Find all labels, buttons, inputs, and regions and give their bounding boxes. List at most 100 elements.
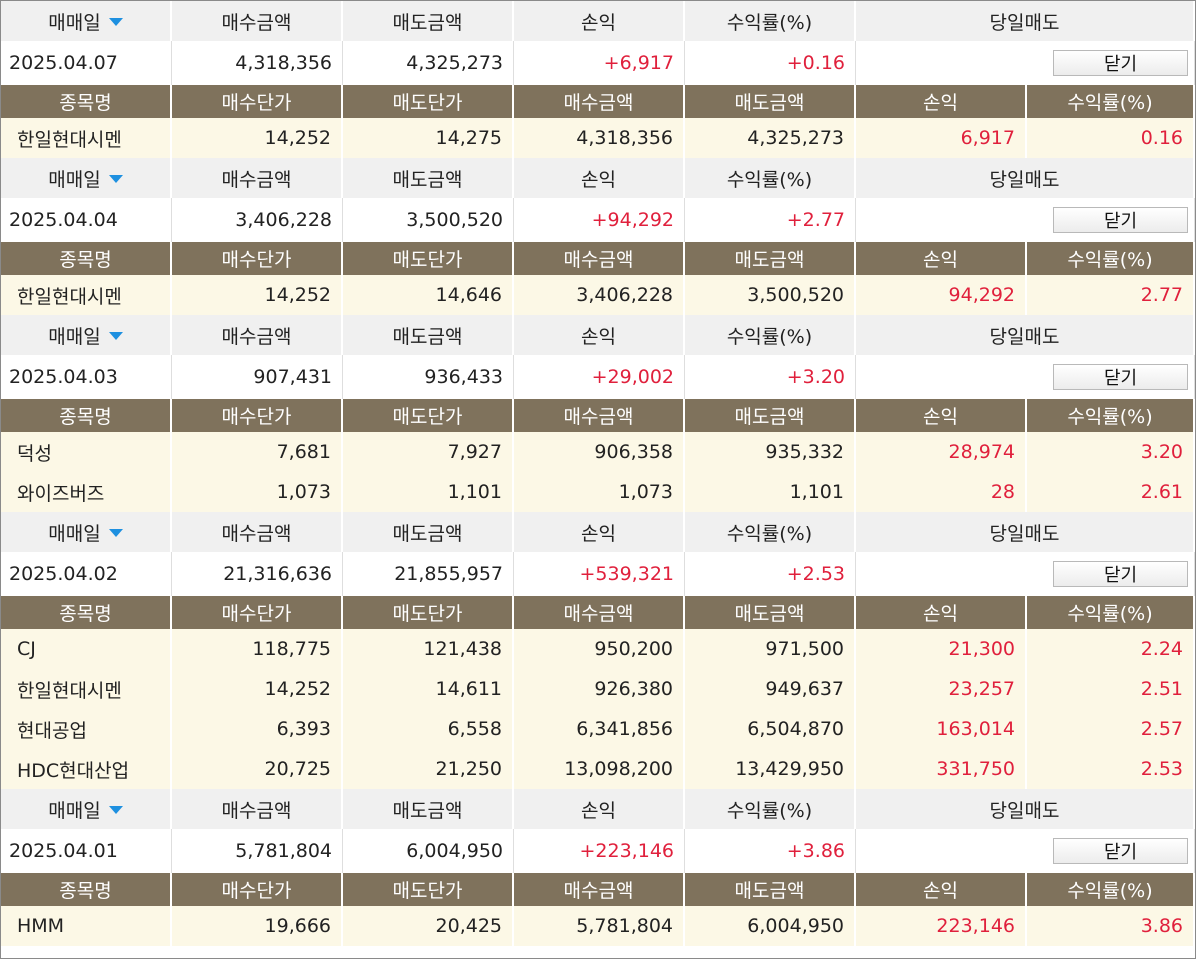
sell-price-col-header: 매도단가 xyxy=(343,242,514,275)
table-row[interactable]: 한일현대시멘 14,252 14,611 926,380 949,637 23,257 2.… xyxy=(1,669,1195,710)
table-row[interactable]: HDC현대산업 20,725 21,250 13,098,200 13,429,950 3… xyxy=(1,749,1195,790)
table-row[interactable]: 한일현대시멘 14,252 14,646 3,406,228 3,500,520 94,2… xyxy=(1,275,1195,316)
close-button-cell: 닫기 xyxy=(856,552,1195,596)
pnl: 6,917 xyxy=(856,118,1027,158)
stock-name: HDC현대산업 xyxy=(1,749,172,789)
sort-down-icon xyxy=(108,332,123,340)
pnl-header: 손익 xyxy=(514,158,685,198)
sell-price: 14,646 xyxy=(343,275,514,315)
sort-down-icon xyxy=(108,175,123,183)
close-button[interactable]: 닫기 xyxy=(1053,561,1188,587)
total-return: +2.53 xyxy=(685,552,856,596)
detail-header-row: 종목명 매수단가 매도단가 매수금액 매도금액 손익 수익률(%) xyxy=(1,399,1195,432)
buy-amount: 13,098,200 xyxy=(514,749,685,789)
pnl-col-header: 손익 xyxy=(856,399,1027,432)
return-col-header: 수익률(%) xyxy=(1027,596,1195,629)
sort-down-icon xyxy=(108,806,123,814)
table-row[interactable]: 한일현대시멘 14,252 14,275 4,318,356 4,325,273 6,91… xyxy=(1,118,1195,159)
close-button[interactable]: 닫기 xyxy=(1053,838,1188,864)
buy-amount: 5,781,804 xyxy=(514,906,685,946)
sell-amount-col-header: 매도금액 xyxy=(685,399,856,432)
buy-price: 20,725 xyxy=(172,749,343,789)
date-sort-header[interactable]: 매매일 xyxy=(1,789,172,829)
sell-amount: 1,101 xyxy=(685,472,856,512)
table-row[interactable]: 덕성 7,681 7,927 906,358 935,332 28,974 3.20 xyxy=(1,432,1195,473)
sell-amount-col-header: 매도금액 xyxy=(685,596,856,629)
stock-name: 덕성 xyxy=(1,432,172,472)
same-day-sell-header: 당일매도 xyxy=(856,789,1195,829)
buy-price: 6,393 xyxy=(172,709,343,749)
same-day-sell-header: 당일매도 xyxy=(856,315,1195,355)
stock-name: CJ xyxy=(1,629,172,669)
buy-amount-header: 매수금액 xyxy=(172,158,343,198)
return-header: 수익률(%) xyxy=(685,315,856,355)
pnl-col-header: 손익 xyxy=(856,596,1027,629)
same-day-sell-header: 당일매도 xyxy=(856,158,1195,198)
total-pnl: +539,321 xyxy=(514,552,685,596)
date-sort-header[interactable]: 매매일 xyxy=(1,512,172,552)
date-sort-header[interactable]: 매매일 xyxy=(1,315,172,355)
sell-price: 6,558 xyxy=(343,709,514,749)
buy-price: 118,775 xyxy=(172,629,343,669)
pnl: 21,300 xyxy=(856,629,1027,669)
sell-amount-col-header: 매도금액 xyxy=(685,242,856,275)
buy-amount: 926,380 xyxy=(514,669,685,709)
close-button-cell: 닫기 xyxy=(856,198,1195,242)
close-button[interactable]: 닫기 xyxy=(1053,207,1188,233)
pnl-header: 손익 xyxy=(514,789,685,829)
sell-amount: 935,332 xyxy=(685,432,856,472)
sell-price: 14,275 xyxy=(343,118,514,158)
return-header: 수익률(%) xyxy=(685,789,856,829)
same-day-sell-header: 당일매도 xyxy=(856,512,1195,552)
table-row[interactable]: 현대공업 6,393 6,558 6,341,856 6,504,870 163,014 2… xyxy=(1,709,1195,750)
sell-price: 14,611 xyxy=(343,669,514,709)
buy-amount-col-header: 매수금액 xyxy=(514,85,685,118)
table-row[interactable]: HMM 19,666 20,425 5,781,804 6,004,950 223,146… xyxy=(1,906,1195,947)
date-header-label: 매매일 xyxy=(48,799,101,822)
sell-price: 21,250 xyxy=(343,749,514,789)
sell-price-col-header: 매도단가 xyxy=(343,873,514,906)
buy-amount-header: 매수금액 xyxy=(172,789,343,829)
return-col-header: 수익률(%) xyxy=(1027,85,1195,118)
sell-price: 121,438 xyxy=(343,629,514,669)
group-header-row: 매매일 매수금액 매도금액 손익 수익률(%) 당일매도 xyxy=(1,512,1195,552)
date-sort-header[interactable]: 매매일 xyxy=(1,1,172,41)
buy-amount-col-header: 매수금액 xyxy=(514,399,685,432)
sort-down-icon xyxy=(108,529,123,537)
stock-name: 한일현대시멘 xyxy=(1,669,172,709)
buy-amount: 950,200 xyxy=(514,629,685,669)
group-summary-row: 2025.04.04 3,406,228 3,500,520 +94,292 +2.77… xyxy=(1,198,1195,243)
pnl-col-header: 손익 xyxy=(856,873,1027,906)
sell-price: 1,101 xyxy=(343,472,514,512)
buy-amount: 1,073 xyxy=(514,472,685,512)
table-row[interactable]: CJ 118,775 121,438 950,200 971,500 21,300 2.24 xyxy=(1,629,1195,670)
table-row[interactable]: 와이즈버즈 1,073 1,101 1,073 1,101 28 2.61 xyxy=(1,472,1195,513)
trade-date: 2025.04.01 xyxy=(1,829,172,873)
total-pnl: +94,292 xyxy=(514,198,685,242)
total-buy-amount: 21,316,636 xyxy=(172,552,343,596)
close-button[interactable]: 닫기 xyxy=(1053,50,1188,76)
date-header-label: 매매일 xyxy=(48,11,101,34)
total-sell-amount: 936,433 xyxy=(343,355,514,399)
total-return: +3.20 xyxy=(685,355,856,399)
buy-amount-header: 매수금액 xyxy=(172,512,343,552)
date-sort-header[interactable]: 매매일 xyxy=(1,158,172,198)
buy-amount: 906,358 xyxy=(514,432,685,472)
sell-price-col-header: 매도단가 xyxy=(343,399,514,432)
return-col-header: 수익률(%) xyxy=(1027,873,1195,906)
stock-name: 와이즈버즈 xyxy=(1,472,172,512)
total-pnl: +6,917 xyxy=(514,41,685,85)
sell-price-col-header: 매도단가 xyxy=(343,85,514,118)
buy-amount-header: 매수금액 xyxy=(172,315,343,355)
trade-date: 2025.04.04 xyxy=(1,198,172,242)
buy-price: 14,252 xyxy=(172,275,343,315)
group-summary-row: 2025.04.07 4,318,356 4,325,273 +6,917 +0.16 닫… xyxy=(1,41,1195,86)
stock-name: HMM xyxy=(1,906,172,946)
same-day-sell-header: 당일매도 xyxy=(856,1,1195,41)
total-sell-amount: 6,004,950 xyxy=(343,829,514,873)
trade-date: 2025.04.07 xyxy=(1,41,172,85)
total-return: +2.77 xyxy=(685,198,856,242)
sell-amount: 4,325,273 xyxy=(685,118,856,158)
close-button[interactable]: 닫기 xyxy=(1053,364,1188,390)
